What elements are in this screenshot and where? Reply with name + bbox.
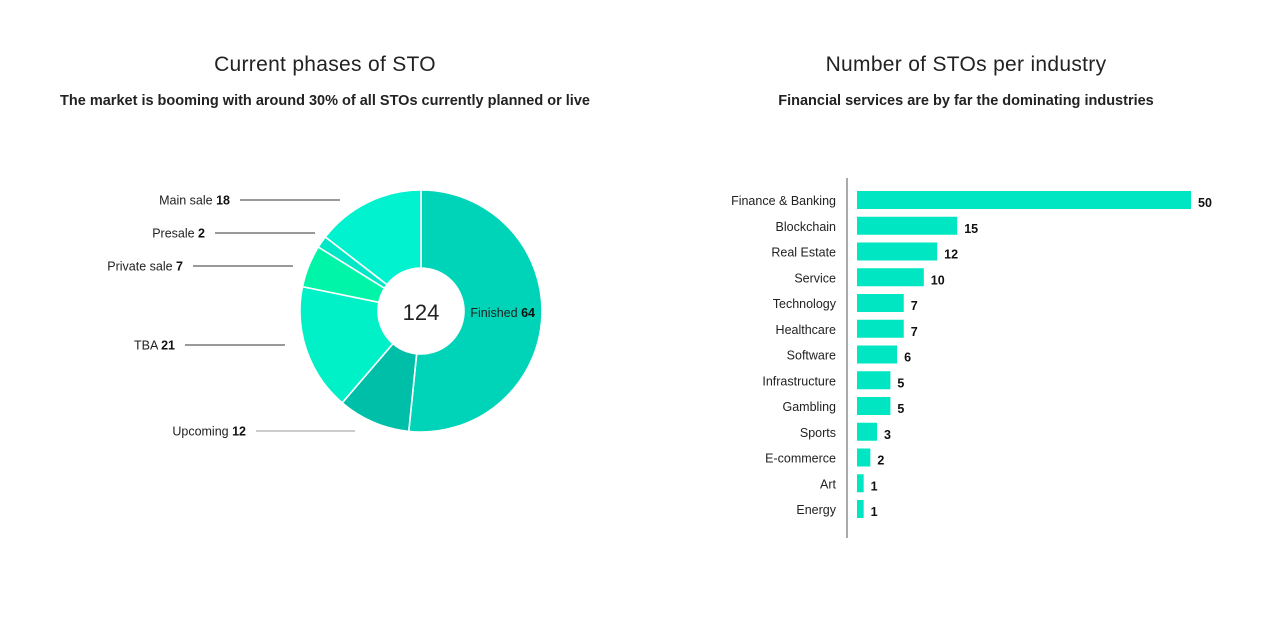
donut-chart: Finished 64 Upcoming 12 TBA 21 Private sale…	[107, 189, 543, 439]
donut-slice-tba	[299, 285, 395, 404]
donut-slice-finished	[407, 189, 543, 433]
slice-label-tba: TBA 21	[134, 339, 175, 353]
bar-real-estate	[857, 242, 938, 261]
value-label-gambling: 5	[897, 402, 904, 416]
category-label-real-estate: Real Estate	[771, 246, 836, 260]
category-label-service: Service	[794, 271, 836, 285]
bar-art	[857, 474, 864, 493]
slice-label-main-sale: Main sale 18	[159, 194, 230, 208]
category-label-infrastructure: Infrastructure	[762, 374, 836, 388]
bar-e-commerce	[857, 448, 871, 467]
category-label-healthcare: Healthcare	[776, 323, 836, 337]
donut-chart-title: Current phases of STO	[214, 53, 436, 76]
category-label-software: Software	[787, 349, 836, 363]
slice-label-finished: Finished 64	[470, 306, 535, 320]
bar-energy	[857, 500, 864, 518]
value-label-technology: 7	[911, 299, 918, 313]
value-label-art: 1	[871, 479, 878, 493]
bar-service	[857, 268, 924, 287]
bar-software	[857, 345, 898, 364]
category-label-blockchain: Blockchain	[776, 220, 836, 234]
bar-chart-subtitle: Financial services are by far the domina…	[778, 93, 1154, 109]
value-label-infrastructure: 5	[897, 376, 904, 390]
donut-center-total: 124	[403, 300, 440, 325]
value-label-finance-banking: 50	[1198, 196, 1212, 210]
slice-label-presale: Presale 2	[152, 227, 205, 241]
category-label-sports: Sports	[800, 426, 836, 440]
slice-label-upcoming: Upcoming 12	[172, 425, 246, 439]
donut-chart-subtitle: The market is booming with around 30% of…	[60, 93, 590, 109]
industry-panel: Number of STOs per industry Financial se…	[650, 0, 1282, 621]
bar-healthcare	[857, 319, 904, 338]
bar-infrastructure	[857, 371, 891, 390]
bar-technology	[857, 294, 904, 312]
value-label-sports: 3	[884, 428, 891, 442]
value-label-e-commerce: 2	[877, 454, 884, 468]
donut-slice-main-sale	[324, 189, 422, 286]
value-label-software: 6	[904, 351, 911, 365]
bar-gambling	[857, 397, 891, 415]
bar-chart-title: Number of STOs per industry	[825, 53, 1107, 76]
bar-sports	[857, 422, 878, 441]
value-label-energy: 1	[871, 505, 878, 519]
value-label-healthcare: 7	[911, 325, 918, 339]
slice-label-private-sale: Private sale 7	[107, 260, 183, 274]
category-label-technology: Technology	[773, 297, 837, 311]
category-label-art: Art	[820, 477, 837, 491]
value-label-real-estate: 12	[944, 248, 958, 262]
category-label-e-commerce: E-commerce	[765, 452, 836, 466]
bar-blockchain	[857, 216, 958, 235]
value-label-service: 10	[931, 273, 945, 287]
bar-finance-banking	[857, 191, 1191, 209]
value-label-blockchain: 15	[964, 222, 978, 236]
category-label-finance-banking: Finance & Banking	[731, 194, 836, 208]
phases-panel: Current phases of STO The market is boom…	[60, 53, 590, 439]
category-label-gambling: Gambling	[783, 400, 837, 414]
category-label-energy: Energy	[796, 503, 836, 517]
